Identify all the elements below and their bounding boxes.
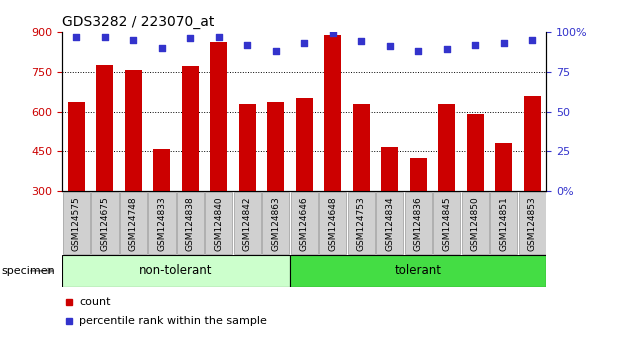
Bar <box>495 143 512 191</box>
Bar <box>353 103 370 191</box>
Text: GSM124851: GSM124851 <box>499 196 508 251</box>
Text: GDS3282 / 223070_at: GDS3282 / 223070_at <box>62 16 214 29</box>
Point <box>214 34 224 39</box>
Text: GSM124833: GSM124833 <box>157 196 166 251</box>
Point <box>185 35 195 41</box>
FancyBboxPatch shape <box>120 192 147 254</box>
Text: GSM124753: GSM124753 <box>357 196 366 251</box>
FancyBboxPatch shape <box>319 192 347 254</box>
Text: GSM124863: GSM124863 <box>271 196 280 251</box>
Text: GSM124838: GSM124838 <box>186 196 195 251</box>
Text: GSM124646: GSM124646 <box>300 196 309 251</box>
Point <box>100 34 110 39</box>
FancyBboxPatch shape <box>490 192 517 254</box>
Bar <box>238 103 256 191</box>
Bar <box>153 149 170 191</box>
Text: GSM124675: GSM124675 <box>101 196 109 251</box>
FancyBboxPatch shape <box>262 192 289 254</box>
FancyBboxPatch shape <box>291 192 318 254</box>
Bar <box>211 42 227 191</box>
FancyBboxPatch shape <box>348 192 375 254</box>
FancyBboxPatch shape <box>405 192 432 254</box>
FancyBboxPatch shape <box>519 192 546 254</box>
Point <box>356 39 366 44</box>
Bar <box>410 158 427 191</box>
Point <box>470 42 480 47</box>
Point <box>129 37 138 42</box>
Point <box>442 46 451 52</box>
Bar <box>438 103 455 191</box>
Bar <box>68 102 85 191</box>
Text: tolerant: tolerant <box>395 264 442 277</box>
Point <box>414 48 424 54</box>
Text: count: count <box>79 297 111 307</box>
FancyBboxPatch shape <box>233 192 261 254</box>
FancyBboxPatch shape <box>376 192 404 254</box>
Bar <box>125 70 142 191</box>
Point <box>328 30 338 36</box>
FancyBboxPatch shape <box>176 192 204 254</box>
Bar <box>524 96 541 191</box>
FancyBboxPatch shape <box>148 192 176 254</box>
Text: GSM124834: GSM124834 <box>385 196 394 251</box>
Text: GSM124648: GSM124648 <box>329 196 337 251</box>
Text: non-tolerant: non-tolerant <box>139 264 213 277</box>
Text: GSM124575: GSM124575 <box>72 196 81 251</box>
Text: GSM124840: GSM124840 <box>214 196 224 251</box>
Point <box>271 48 281 54</box>
FancyBboxPatch shape <box>205 192 232 254</box>
Point <box>242 42 252 47</box>
Text: GSM124842: GSM124842 <box>243 196 252 251</box>
Bar <box>267 102 284 191</box>
Bar <box>182 66 199 191</box>
Bar <box>381 147 398 191</box>
Text: GSM124850: GSM124850 <box>471 196 480 251</box>
FancyBboxPatch shape <box>63 192 90 254</box>
Bar <box>296 98 313 191</box>
FancyBboxPatch shape <box>433 192 460 254</box>
Point <box>499 40 509 46</box>
Text: percentile rank within the sample: percentile rank within the sample <box>79 316 267 326</box>
Text: GSM124853: GSM124853 <box>528 196 537 251</box>
Point <box>71 34 81 39</box>
Bar <box>96 65 114 191</box>
Point <box>527 37 537 42</box>
Text: GSM124748: GSM124748 <box>129 196 138 251</box>
Bar <box>467 114 484 191</box>
FancyBboxPatch shape <box>290 255 546 287</box>
Point <box>299 40 309 46</box>
FancyBboxPatch shape <box>461 192 489 254</box>
Text: GSM124836: GSM124836 <box>414 196 423 251</box>
Text: specimen: specimen <box>1 266 55 276</box>
Text: GSM124845: GSM124845 <box>442 196 451 251</box>
Point <box>157 45 167 51</box>
FancyBboxPatch shape <box>91 192 119 254</box>
Point <box>385 44 395 49</box>
Bar <box>324 34 342 191</box>
FancyBboxPatch shape <box>62 255 290 287</box>
